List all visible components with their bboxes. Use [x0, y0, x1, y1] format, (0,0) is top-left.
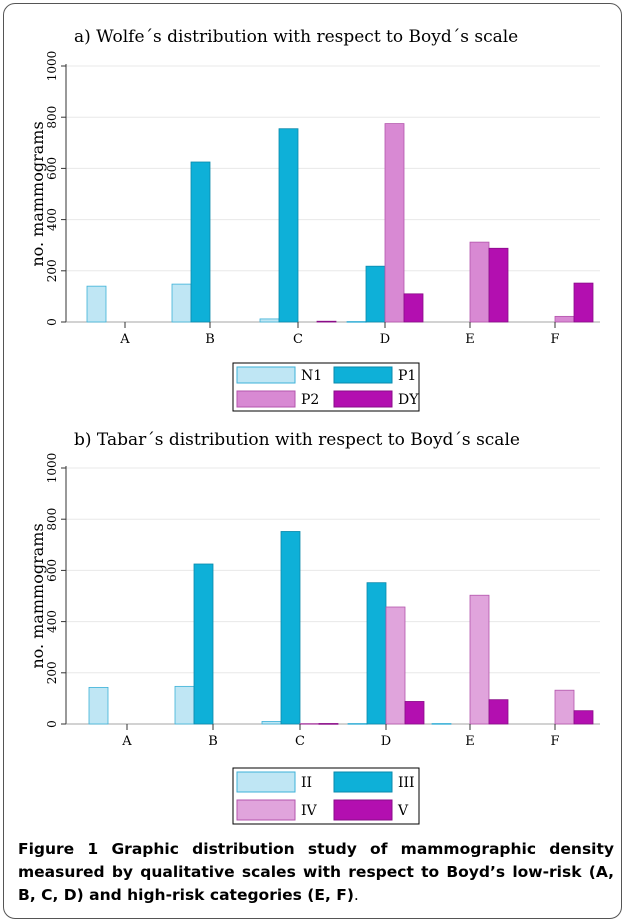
bar-N1-A — [86, 285, 107, 323]
y-tick-label: 600 — [45, 559, 59, 582]
bar-III-D — [366, 582, 387, 725]
legend-swatch-P1 — [333, 366, 393, 384]
legend-swatch-II — [236, 771, 296, 793]
x-tick-label: E — [465, 734, 475, 749]
y-tick-label: 200 — [45, 661, 59, 684]
x-tick-label: D — [381, 734, 391, 749]
bar-IV-E — [469, 594, 490, 725]
x-tick-label: A — [119, 332, 130, 347]
bar-V-D — [404, 701, 425, 725]
bar-V-C — [318, 723, 339, 725]
bar-III-B — [193, 563, 214, 725]
bar-DY-C — [316, 320, 337, 323]
caption-text: Graphic distribution study of mammograph… — [18, 840, 614, 904]
x-tick-label: D — [380, 332, 390, 347]
caption-end: . — [353, 886, 359, 904]
bar-III-C — [280, 531, 301, 725]
legend-label-N1: N1 — [301, 368, 322, 384]
bar-DY-E — [488, 247, 509, 323]
bar-N1-D — [346, 321, 367, 323]
bar-V-F — [573, 710, 594, 725]
bar-P1-C — [278, 128, 299, 323]
bar-V-E — [488, 699, 509, 725]
bar-P2-D — [384, 123, 405, 323]
legend-swatch-V — [333, 799, 393, 821]
y-axis-label: no. mammograms — [28, 523, 47, 668]
y-tick-label: 0 — [45, 318, 59, 326]
bar-II-B — [174, 685, 195, 725]
bar-II-E — [431, 723, 452, 725]
legend-label-IV: IV — [301, 803, 318, 819]
figure-charts: a) Wolfe´s distribution with respect to … — [28, 27, 600, 825]
bar-P2-F — [554, 315, 575, 323]
legend-swatch-IV — [236, 799, 296, 821]
legend-swatch-DY — [333, 390, 393, 408]
legend-label-DY: DY — [398, 392, 419, 408]
bar-IV-D — [385, 606, 406, 725]
bar-DY-F — [573, 282, 594, 323]
y-tick-label: 0 — [45, 720, 59, 728]
y-tick-label: 800 — [45, 106, 59, 129]
legend-label-P1: P1 — [398, 368, 416, 384]
bar-IV-C — [299, 723, 320, 725]
x-tick-label: C — [295, 734, 305, 749]
bar-II-A — [88, 686, 109, 725]
bar-II-C — [261, 721, 282, 725]
legend-swatch-N1 — [236, 366, 296, 384]
bar-N1-B — [171, 283, 192, 323]
x-tick-label: A — [121, 734, 132, 749]
bar-P2-E — [469, 241, 490, 323]
x-tick-label: E — [465, 332, 475, 347]
y-tick-label: 800 — [45, 508, 59, 531]
y-tick-label: 200 — [45, 259, 59, 282]
chart-title: a) Wolfe´s distribution with respect to … — [74, 27, 518, 47]
bar-P1-D — [365, 265, 386, 323]
y-axis-label: no. mammograms — [28, 121, 47, 266]
bar-IV-F — [554, 689, 575, 725]
legend-label-P2: P2 — [301, 392, 319, 408]
bar-II-D — [347, 723, 368, 725]
bar-DY-D — [403, 293, 424, 323]
figure-caption: Figure 1 Graphic distribution study of m… — [18, 838, 614, 907]
y-tick-label: 1000 — [45, 51, 59, 82]
legend-swatch-P2 — [236, 390, 296, 408]
chart-title: b) Tabar´s distribution with respect to … — [74, 430, 520, 450]
legend-label-V: V — [397, 803, 409, 819]
bar-P1-B — [190, 161, 211, 323]
y-tick-label: 600 — [45, 157, 59, 180]
y-tick-label: 400 — [45, 610, 59, 633]
chart-1: b) Tabar´s distribution with respect to … — [28, 430, 600, 825]
y-tick-label: 1000 — [45, 453, 59, 484]
chart-0: a) Wolfe´s distribution with respect to … — [28, 27, 600, 412]
x-tick-label: C — [293, 332, 303, 347]
x-tick-label: B — [208, 734, 218, 749]
y-tick-label: 400 — [45, 208, 59, 231]
x-tick-label: B — [205, 332, 215, 347]
legend-label-III: III — [398, 775, 415, 791]
x-tick-label: F — [550, 734, 559, 749]
legend-swatch-III — [333, 771, 393, 793]
bar-N1-C — [259, 318, 280, 323]
x-tick-label: F — [550, 332, 559, 347]
figure-frame — [3, 3, 622, 919]
legend-label-II: II — [301, 775, 312, 791]
caption-label: Figure 1 — [18, 840, 99, 858]
